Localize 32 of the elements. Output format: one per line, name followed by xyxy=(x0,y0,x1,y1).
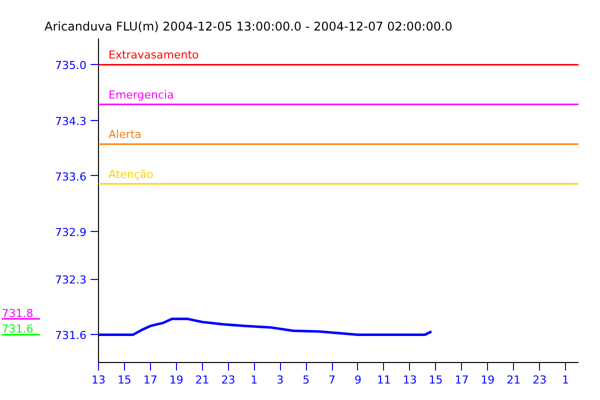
x-tick-label: 13 xyxy=(92,374,106,386)
y-tick-label: 733.6 xyxy=(55,170,87,184)
ref-line-label: Extravasamento xyxy=(108,48,200,62)
y-tick-label: 731.6 xyxy=(55,329,87,342)
ref-line-label: Alerta xyxy=(108,128,142,142)
x-tick-label: 15 xyxy=(117,374,132,386)
x-tick-label: 11 xyxy=(376,374,391,386)
x-tick-label: 21 xyxy=(506,374,521,386)
x-tick-label: 19 xyxy=(169,374,184,386)
x-tick-label: 5 xyxy=(302,374,310,386)
x-tick-label: 17 xyxy=(454,374,469,386)
ref-line-label: 731.6 xyxy=(2,322,34,336)
x-tick-label: 21 xyxy=(195,374,210,386)
x-tick-label: 9 xyxy=(354,374,362,386)
x-tick-label: 15 xyxy=(428,374,443,386)
x-tick-label: 1 xyxy=(562,374,570,386)
y-tick-label: 732.9 xyxy=(55,226,87,239)
ref-line-label: Emergencia xyxy=(108,88,174,102)
x-tick-label: 13 xyxy=(402,374,417,386)
ref-line-label: Atenção xyxy=(108,168,154,181)
ref-line-label: 731.8 xyxy=(2,306,34,320)
x-tick-label: 23 xyxy=(532,374,547,386)
x-tick-label: 1 xyxy=(250,374,258,386)
x-tick-label: 3 xyxy=(276,374,284,386)
x-tick-label: 17 xyxy=(143,374,158,386)
x-tick-label: 7 xyxy=(328,374,336,386)
x-tick-label: 19 xyxy=(480,374,495,386)
chart-title: Aricanduva FLU(m) 2004-12-05 13:00:00.0 - 2004-12-07 02:00:00.0 xyxy=(44,20,452,34)
y-tick-label: 735.0 xyxy=(55,59,87,72)
y-tick-label: 732.3 xyxy=(55,274,87,287)
y-tick-label: 734.3 xyxy=(55,114,87,128)
x-tick-label: 23 xyxy=(221,374,236,386)
